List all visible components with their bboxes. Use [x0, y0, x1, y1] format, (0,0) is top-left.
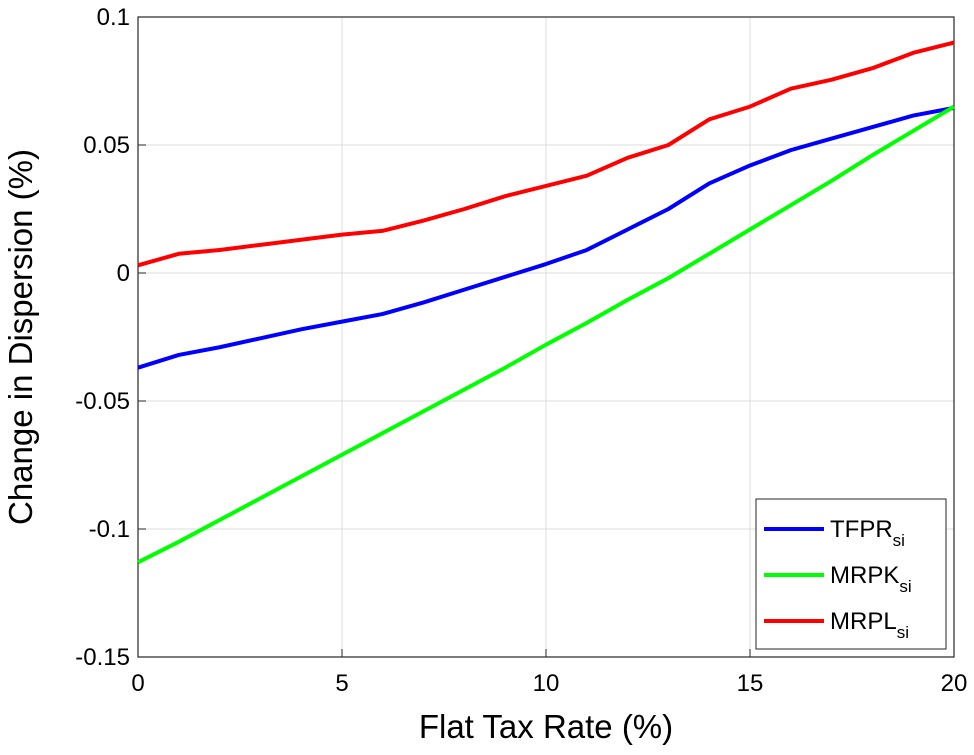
x-tick-label: 0: [131, 670, 144, 697]
y-tick-label: 0.1: [97, 4, 130, 31]
x-axis-label: Flat Tax Rate (%): [419, 708, 673, 745]
legend-name: MRPK: [830, 562, 899, 589]
y-tick-label: 0: [117, 260, 130, 287]
legend-label: MRPKsi: [830, 562, 912, 596]
y-axis-label: Change in Dispersion (%): [2, 149, 39, 525]
line-series: [137, 105, 955, 370]
line-series: [137, 104, 956, 565]
x-tick-label: 20: [941, 670, 968, 697]
legend-name: MRPL: [830, 608, 897, 635]
y-tick-label: -0.05: [75, 388, 130, 415]
legend-subscript: si: [893, 531, 905, 550]
legend-subscript: si: [899, 577, 911, 596]
legend-subscript: si: [897, 623, 909, 642]
x-tick-label: 15: [737, 670, 764, 697]
x-tick-label: 10: [533, 670, 560, 697]
y-tick-label: -0.15: [75, 644, 130, 671]
line-series: [137, 40, 955, 268]
x-tick-label: 5: [335, 670, 348, 697]
legend-label: MRPLsi: [830, 608, 909, 642]
legend-label: TFPRsi: [830, 516, 905, 550]
legend-name: TFPR: [830, 516, 893, 543]
y-tick-label: -0.1: [89, 516, 130, 543]
y-tick-label: 0.05: [83, 132, 130, 159]
plot-frame: [137, 16, 955, 658]
